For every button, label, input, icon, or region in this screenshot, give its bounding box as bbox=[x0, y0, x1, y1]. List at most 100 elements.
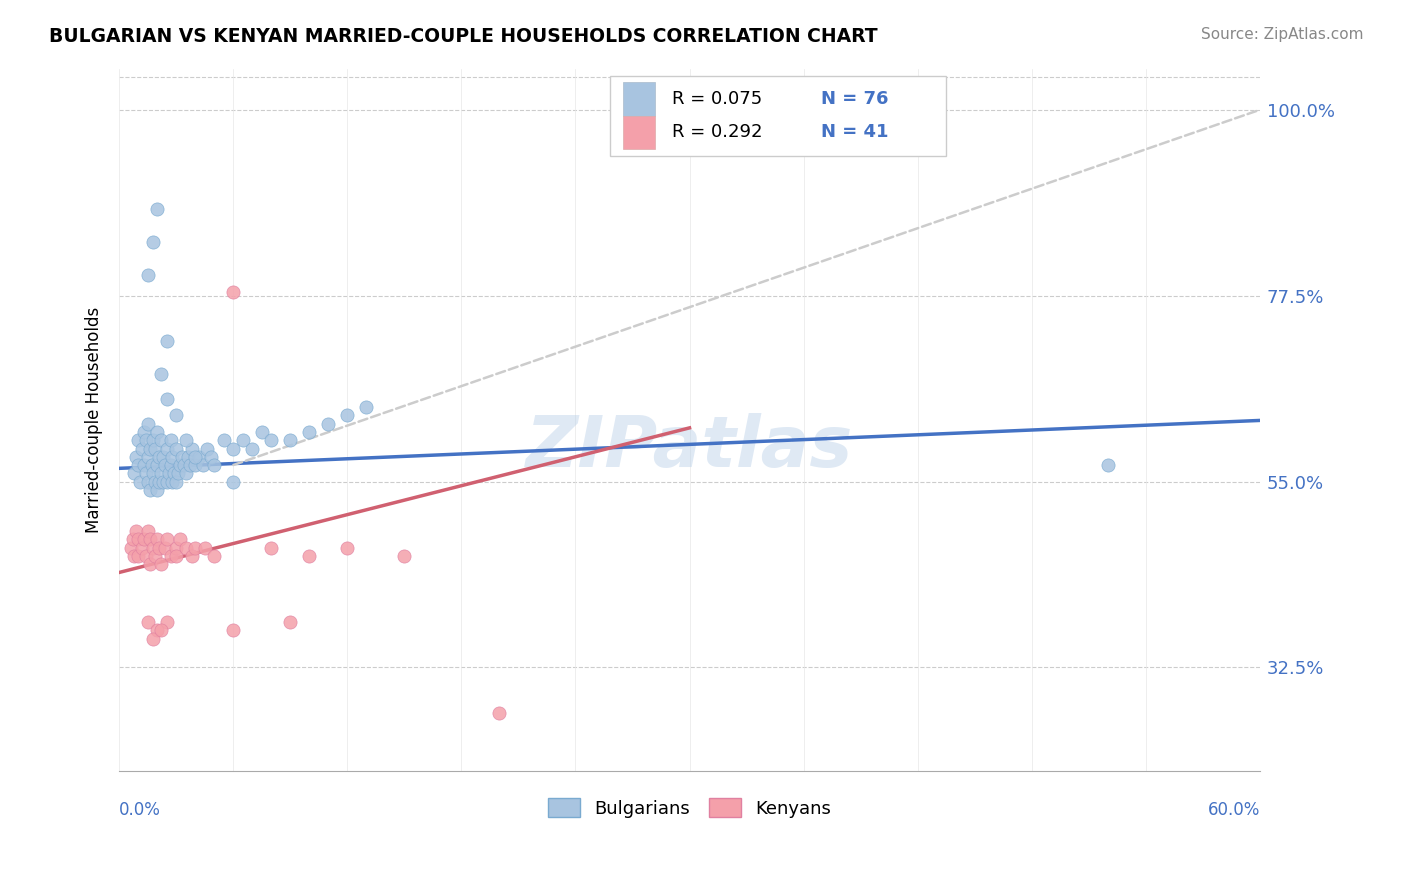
Point bbox=[132, 458, 155, 472]
Point bbox=[127, 458, 149, 472]
Point bbox=[184, 450, 207, 464]
Point bbox=[146, 483, 169, 497]
Point bbox=[162, 475, 184, 489]
Point bbox=[146, 624, 169, 638]
Legend: Bulgarians, Kenyans: Bulgarians, Kenyans bbox=[540, 791, 838, 825]
Point bbox=[124, 467, 146, 481]
Point bbox=[174, 541, 197, 555]
Point bbox=[132, 425, 155, 439]
Point bbox=[298, 549, 321, 563]
Point bbox=[180, 549, 202, 563]
Point bbox=[195, 442, 218, 456]
Point bbox=[165, 541, 187, 555]
Point bbox=[156, 392, 179, 406]
Point bbox=[240, 442, 263, 456]
Point bbox=[142, 541, 165, 555]
Point bbox=[280, 434, 302, 448]
Point bbox=[174, 467, 197, 481]
Point bbox=[260, 434, 283, 448]
Point bbox=[179, 458, 201, 472]
Point bbox=[202, 458, 225, 472]
Point bbox=[222, 624, 245, 638]
Text: BULGARIAN VS KENYAN MARRIED-COUPLE HOUSEHOLDS CORRELATION CHART: BULGARIAN VS KENYAN MARRIED-COUPLE HOUSE… bbox=[49, 27, 877, 45]
Point bbox=[336, 541, 359, 555]
Bar bbox=[623, 82, 655, 116]
Point bbox=[167, 467, 190, 481]
Text: R = 0.292: R = 0.292 bbox=[672, 123, 763, 142]
Point bbox=[184, 458, 207, 472]
Point bbox=[174, 434, 197, 448]
Point bbox=[146, 458, 169, 472]
Point bbox=[202, 549, 225, 563]
Point bbox=[188, 450, 211, 464]
Point bbox=[1097, 458, 1119, 472]
Bar bbox=[623, 116, 655, 149]
Point bbox=[135, 467, 157, 481]
Text: N = 76: N = 76 bbox=[821, 90, 889, 108]
Point bbox=[124, 549, 146, 563]
Point bbox=[159, 434, 181, 448]
Point bbox=[136, 524, 159, 538]
Point bbox=[142, 632, 165, 646]
Point bbox=[142, 434, 165, 448]
Point bbox=[156, 533, 179, 547]
Point bbox=[150, 624, 173, 638]
Point bbox=[129, 475, 152, 489]
Point bbox=[260, 541, 283, 555]
Text: Source: ZipAtlas.com: Source: ZipAtlas.com bbox=[1201, 27, 1364, 42]
Point bbox=[280, 615, 302, 629]
Point bbox=[132, 533, 155, 547]
Point bbox=[148, 450, 170, 464]
Point bbox=[156, 615, 179, 629]
Point bbox=[136, 475, 159, 489]
Point bbox=[169, 458, 191, 472]
Point bbox=[222, 285, 245, 299]
Point bbox=[150, 557, 173, 571]
Point bbox=[232, 434, 254, 448]
Point bbox=[148, 541, 170, 555]
Point bbox=[136, 615, 159, 629]
Point bbox=[142, 467, 165, 481]
Point bbox=[146, 425, 169, 439]
Point bbox=[165, 549, 187, 563]
Bar bbox=[610, 76, 946, 156]
Point bbox=[394, 549, 416, 563]
Point bbox=[191, 458, 214, 472]
Text: 60.0%: 60.0% bbox=[1208, 801, 1260, 819]
Point bbox=[165, 442, 187, 456]
Point bbox=[142, 235, 165, 249]
Point bbox=[298, 425, 321, 439]
Point bbox=[125, 524, 148, 538]
Point bbox=[153, 458, 176, 472]
Point bbox=[146, 202, 169, 216]
Point bbox=[138, 483, 160, 497]
Point bbox=[135, 549, 157, 563]
Point bbox=[152, 475, 174, 489]
Point bbox=[150, 434, 173, 448]
Point bbox=[177, 450, 200, 464]
Point bbox=[163, 467, 186, 481]
Point bbox=[159, 549, 181, 563]
Point bbox=[148, 475, 170, 489]
Text: ZIPatlas: ZIPatlas bbox=[526, 413, 853, 483]
Point bbox=[138, 557, 160, 571]
Point bbox=[136, 268, 159, 282]
Point bbox=[194, 541, 217, 555]
Point bbox=[173, 458, 195, 472]
Point bbox=[138, 442, 160, 456]
Point bbox=[141, 458, 163, 472]
Text: R = 0.075: R = 0.075 bbox=[672, 90, 762, 108]
Point bbox=[170, 450, 193, 464]
Point bbox=[127, 533, 149, 547]
Point bbox=[136, 417, 159, 431]
Point bbox=[131, 541, 153, 555]
Point bbox=[146, 533, 169, 547]
Point bbox=[165, 475, 187, 489]
Point bbox=[150, 367, 173, 381]
Point bbox=[212, 434, 235, 448]
Point bbox=[145, 475, 167, 489]
Point bbox=[153, 541, 176, 555]
Point bbox=[180, 442, 202, 456]
Point bbox=[138, 533, 160, 547]
Point bbox=[121, 533, 143, 547]
